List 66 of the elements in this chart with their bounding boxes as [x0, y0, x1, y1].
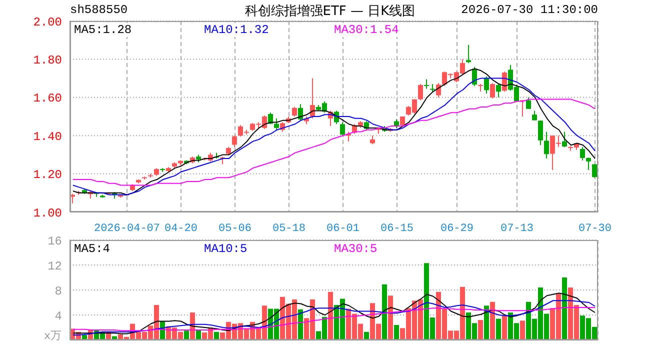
x-tick-label: 06-29	[440, 223, 474, 235]
candlestick	[538, 120, 543, 146]
text: MA5:4	[74, 242, 110, 256]
x-tick-label: 05-18	[272, 223, 306, 235]
candlestick	[526, 96, 531, 110]
candlestick	[484, 76, 489, 94]
text: MA30:5	[334, 242, 378, 256]
y-tick-label: 4	[54, 309, 62, 324]
y-tick-label: 2.00	[33, 15, 62, 30]
text: MA10:1.32	[204, 23, 269, 37]
bar	[184, 330, 189, 340]
y-tick-label: 1.40	[33, 130, 62, 144]
x-tick-label: 2026-04-07	[94, 223, 160, 235]
bar	[502, 316, 507, 340]
bar	[562, 278, 567, 340]
text: MA5:1.28	[74, 23, 132, 37]
y-tick-label: 8	[54, 284, 62, 298]
candlestick	[496, 84, 501, 98]
candlestick	[490, 82, 495, 99]
candlestick	[586, 157, 591, 170]
candlestick	[436, 82, 441, 98]
bar	[490, 302, 495, 340]
line-series	[72, 307, 596, 332]
bar	[496, 318, 501, 340]
bar	[484, 306, 489, 340]
candlestick	[274, 118, 279, 130]
candlestick	[424, 78, 429, 90]
candlestick	[340, 122, 345, 136]
candlestick	[544, 131, 549, 160]
bar	[520, 320, 525, 340]
candlestick	[418, 84, 423, 101]
x-tick-label: 05-06	[218, 223, 252, 235]
candlestick	[592, 164, 597, 178]
candlestick	[298, 104, 303, 121]
bar	[478, 320, 483, 340]
candlestick	[292, 106, 297, 117]
candlestick	[580, 146, 585, 161]
line-series	[72, 292, 596, 334]
candlestick	[400, 116, 405, 127]
x-tick-label: 06-01	[326, 223, 360, 235]
text: MA30:1.54	[334, 23, 399, 37]
y-tick-label: 1.80	[33, 53, 62, 68]
chart-title: 科创综指增强ETF — 日K线图	[244, 4, 416, 19]
chart-subtitle: 2026-07-30 11:30:00	[461, 3, 598, 17]
bar	[388, 296, 393, 340]
candlestick	[232, 135, 237, 148]
line-series	[72, 300, 596, 336]
y-axis-title: x万	[44, 330, 62, 343]
x-tick-label: 06-15	[380, 223, 414, 235]
bar	[328, 292, 333, 340]
bar	[382, 284, 387, 340]
x-tick-label: 07-30	[578, 223, 612, 235]
y-tick-label: 1.00	[33, 206, 62, 220]
y-tick-label: 1.20	[33, 168, 62, 182]
x-tick-label: 04-20	[164, 223, 198, 235]
text: MA10:5	[204, 242, 248, 256]
candlestick	[466, 44, 471, 64]
bar	[298, 309, 303, 340]
y-tick-label: 12	[48, 259, 62, 274]
candlestick	[532, 110, 537, 121]
y-tick-label: 1.60	[33, 92, 62, 106]
candlestick	[562, 131, 567, 148]
bar	[394, 325, 399, 340]
y-tick-label: 16	[48, 234, 62, 248]
text: sh588550	[70, 3, 128, 17]
x-tick-label: 07-13	[500, 223, 534, 235]
